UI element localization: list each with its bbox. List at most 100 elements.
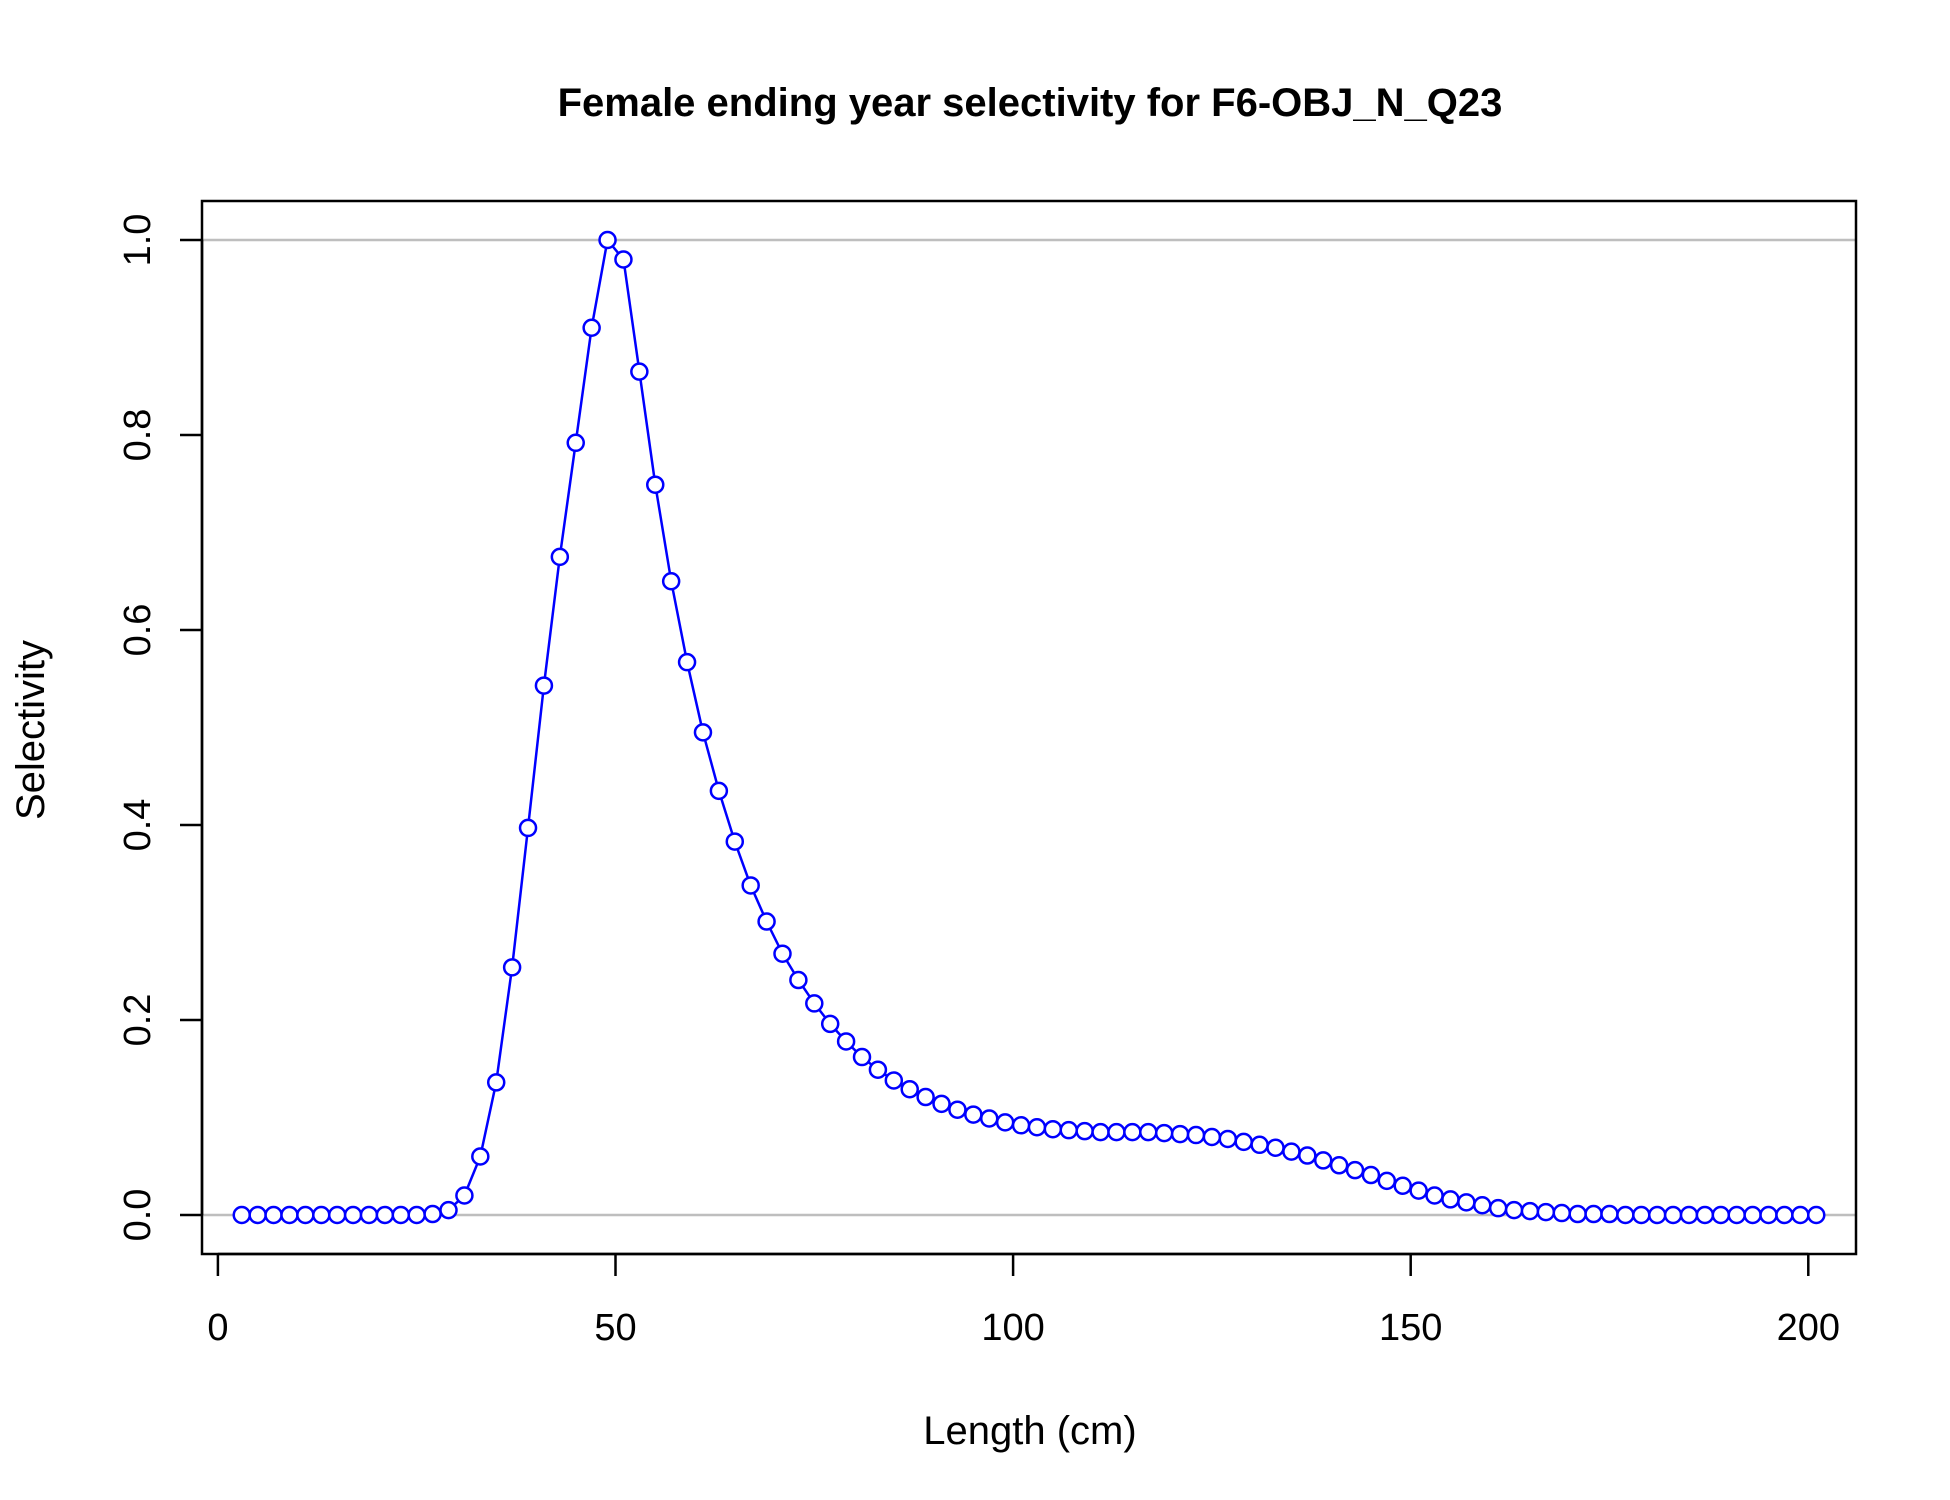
data-point: [1123, 1122, 1142, 1142]
data-point: [948, 1100, 967, 1119]
data-point: [1011, 1116, 1031, 1135]
data-point: [1695, 1205, 1715, 1225]
data-point: [471, 1147, 490, 1166]
y-axis: 0.0 0.2 0.4 0.6 0.8 1.0: [117, 214, 204, 1242]
data-point: [1282, 1142, 1301, 1161]
y-axis-label: Selectivity: [9, 640, 53, 820]
data-point: [1091, 1122, 1110, 1142]
data-point: [1361, 1165, 1381, 1185]
data-point: [932, 1094, 951, 1114]
data-point: [789, 970, 808, 990]
data-point: [1218, 1129, 1238, 1149]
data-point: [1139, 1122, 1158, 1142]
data-point: [1154, 1123, 1174, 1143]
data-point: [1536, 1202, 1556, 1222]
data-point: [1393, 1176, 1412, 1195]
data-point: [1791, 1205, 1810, 1225]
data-point: [1647, 1205, 1667, 1225]
data-point: [646, 475, 665, 494]
plot-frame: [200, 199, 1858, 1256]
data-point: [964, 1105, 983, 1124]
data-point: [1679, 1205, 1699, 1225]
data-point: [550, 547, 570, 567]
data-point: [1504, 1200, 1524, 1220]
data-point: [296, 1205, 315, 1225]
data-point: [264, 1205, 283, 1225]
y-tick-label: 0.4: [117, 799, 159, 852]
y-tick-label: 0.0: [117, 1189, 159, 1242]
data-point: [423, 1204, 442, 1224]
data-point: [1266, 1138, 1285, 1157]
data-point: [995, 1113, 1015, 1132]
data-point: [248, 1205, 267, 1225]
data-point: [486, 1073, 506, 1092]
data-point: [1186, 1125, 1206, 1145]
data-point: [1409, 1181, 1428, 1200]
chart-title: Female ending year selectivity for F6-OB…: [558, 81, 1503, 125]
x-axis: 0 50 100 150 200: [207, 1252, 1840, 1349]
data-point: [1027, 1118, 1047, 1137]
data-point: [439, 1200, 458, 1220]
data-point: [1600, 1204, 1619, 1224]
data-point: [1441, 1190, 1460, 1209]
data-point: [868, 1060, 888, 1079]
data-point: [1043, 1119, 1063, 1139]
data-point: [232, 1205, 252, 1225]
data-point: [1616, 1205, 1635, 1225]
data-point: [884, 1071, 904, 1090]
data-point: [661, 572, 681, 591]
data-point: [725, 832, 745, 851]
data-point: [1663, 1205, 1683, 1225]
data-point: [1298, 1146, 1317, 1165]
data-point: [709, 781, 729, 801]
data-point: [630, 362, 649, 381]
data-point: [741, 876, 760, 895]
data-point: [1345, 1160, 1365, 1180]
y-tick-label: 0.2: [117, 994, 159, 1047]
data-point: [518, 818, 538, 838]
x-tick-label: 150: [1379, 1307, 1442, 1349]
data-point: [1632, 1205, 1651, 1225]
data-point: [773, 944, 792, 963]
data-point: [900, 1079, 919, 1099]
data-point: [820, 1014, 840, 1034]
x-tick-label: 100: [981, 1307, 1044, 1349]
x-tick-label: 0: [207, 1307, 228, 1349]
data-point: [1727, 1205, 1746, 1225]
data-point: [1552, 1203, 1572, 1223]
data-point: [1425, 1186, 1444, 1205]
data-point: [1806, 1205, 1826, 1225]
selectivity-series-line: [241, 237, 1817, 1217]
data-point: [1250, 1135, 1269, 1155]
x-tick-label: 200: [1777, 1307, 1840, 1349]
data-point: [1075, 1121, 1094, 1141]
data-point: [1775, 1205, 1794, 1225]
data-point: [979, 1109, 999, 1128]
y-tick-label: 1.0: [117, 214, 159, 267]
data-point: [327, 1205, 347, 1225]
data-point: [1170, 1124, 1190, 1144]
data-point: [852, 1047, 872, 1067]
data-point: [614, 250, 633, 269]
data-point: [359, 1205, 379, 1225]
data-point: [1488, 1198, 1508, 1218]
data-point: [1473, 1196, 1492, 1215]
data-point: [1234, 1132, 1253, 1152]
data-point: [693, 723, 713, 742]
data-point: [1520, 1201, 1540, 1221]
data-point: [280, 1205, 299, 1225]
y-tick-label: 0.8: [117, 409, 159, 462]
x-tick-label: 50: [594, 1307, 636, 1349]
data-point: [677, 652, 697, 672]
y-tick-label: 0.6: [117, 604, 159, 657]
data-point: [1568, 1204, 1587, 1224]
data-point: [1743, 1205, 1762, 1225]
data-point: [1329, 1156, 1349, 1175]
data-point: [757, 912, 776, 931]
data-point: [407, 1205, 426, 1225]
data-point: [1313, 1151, 1333, 1170]
data-point: [534, 676, 554, 695]
data-point: [805, 994, 824, 1013]
selectivity-points: [232, 230, 1826, 1225]
